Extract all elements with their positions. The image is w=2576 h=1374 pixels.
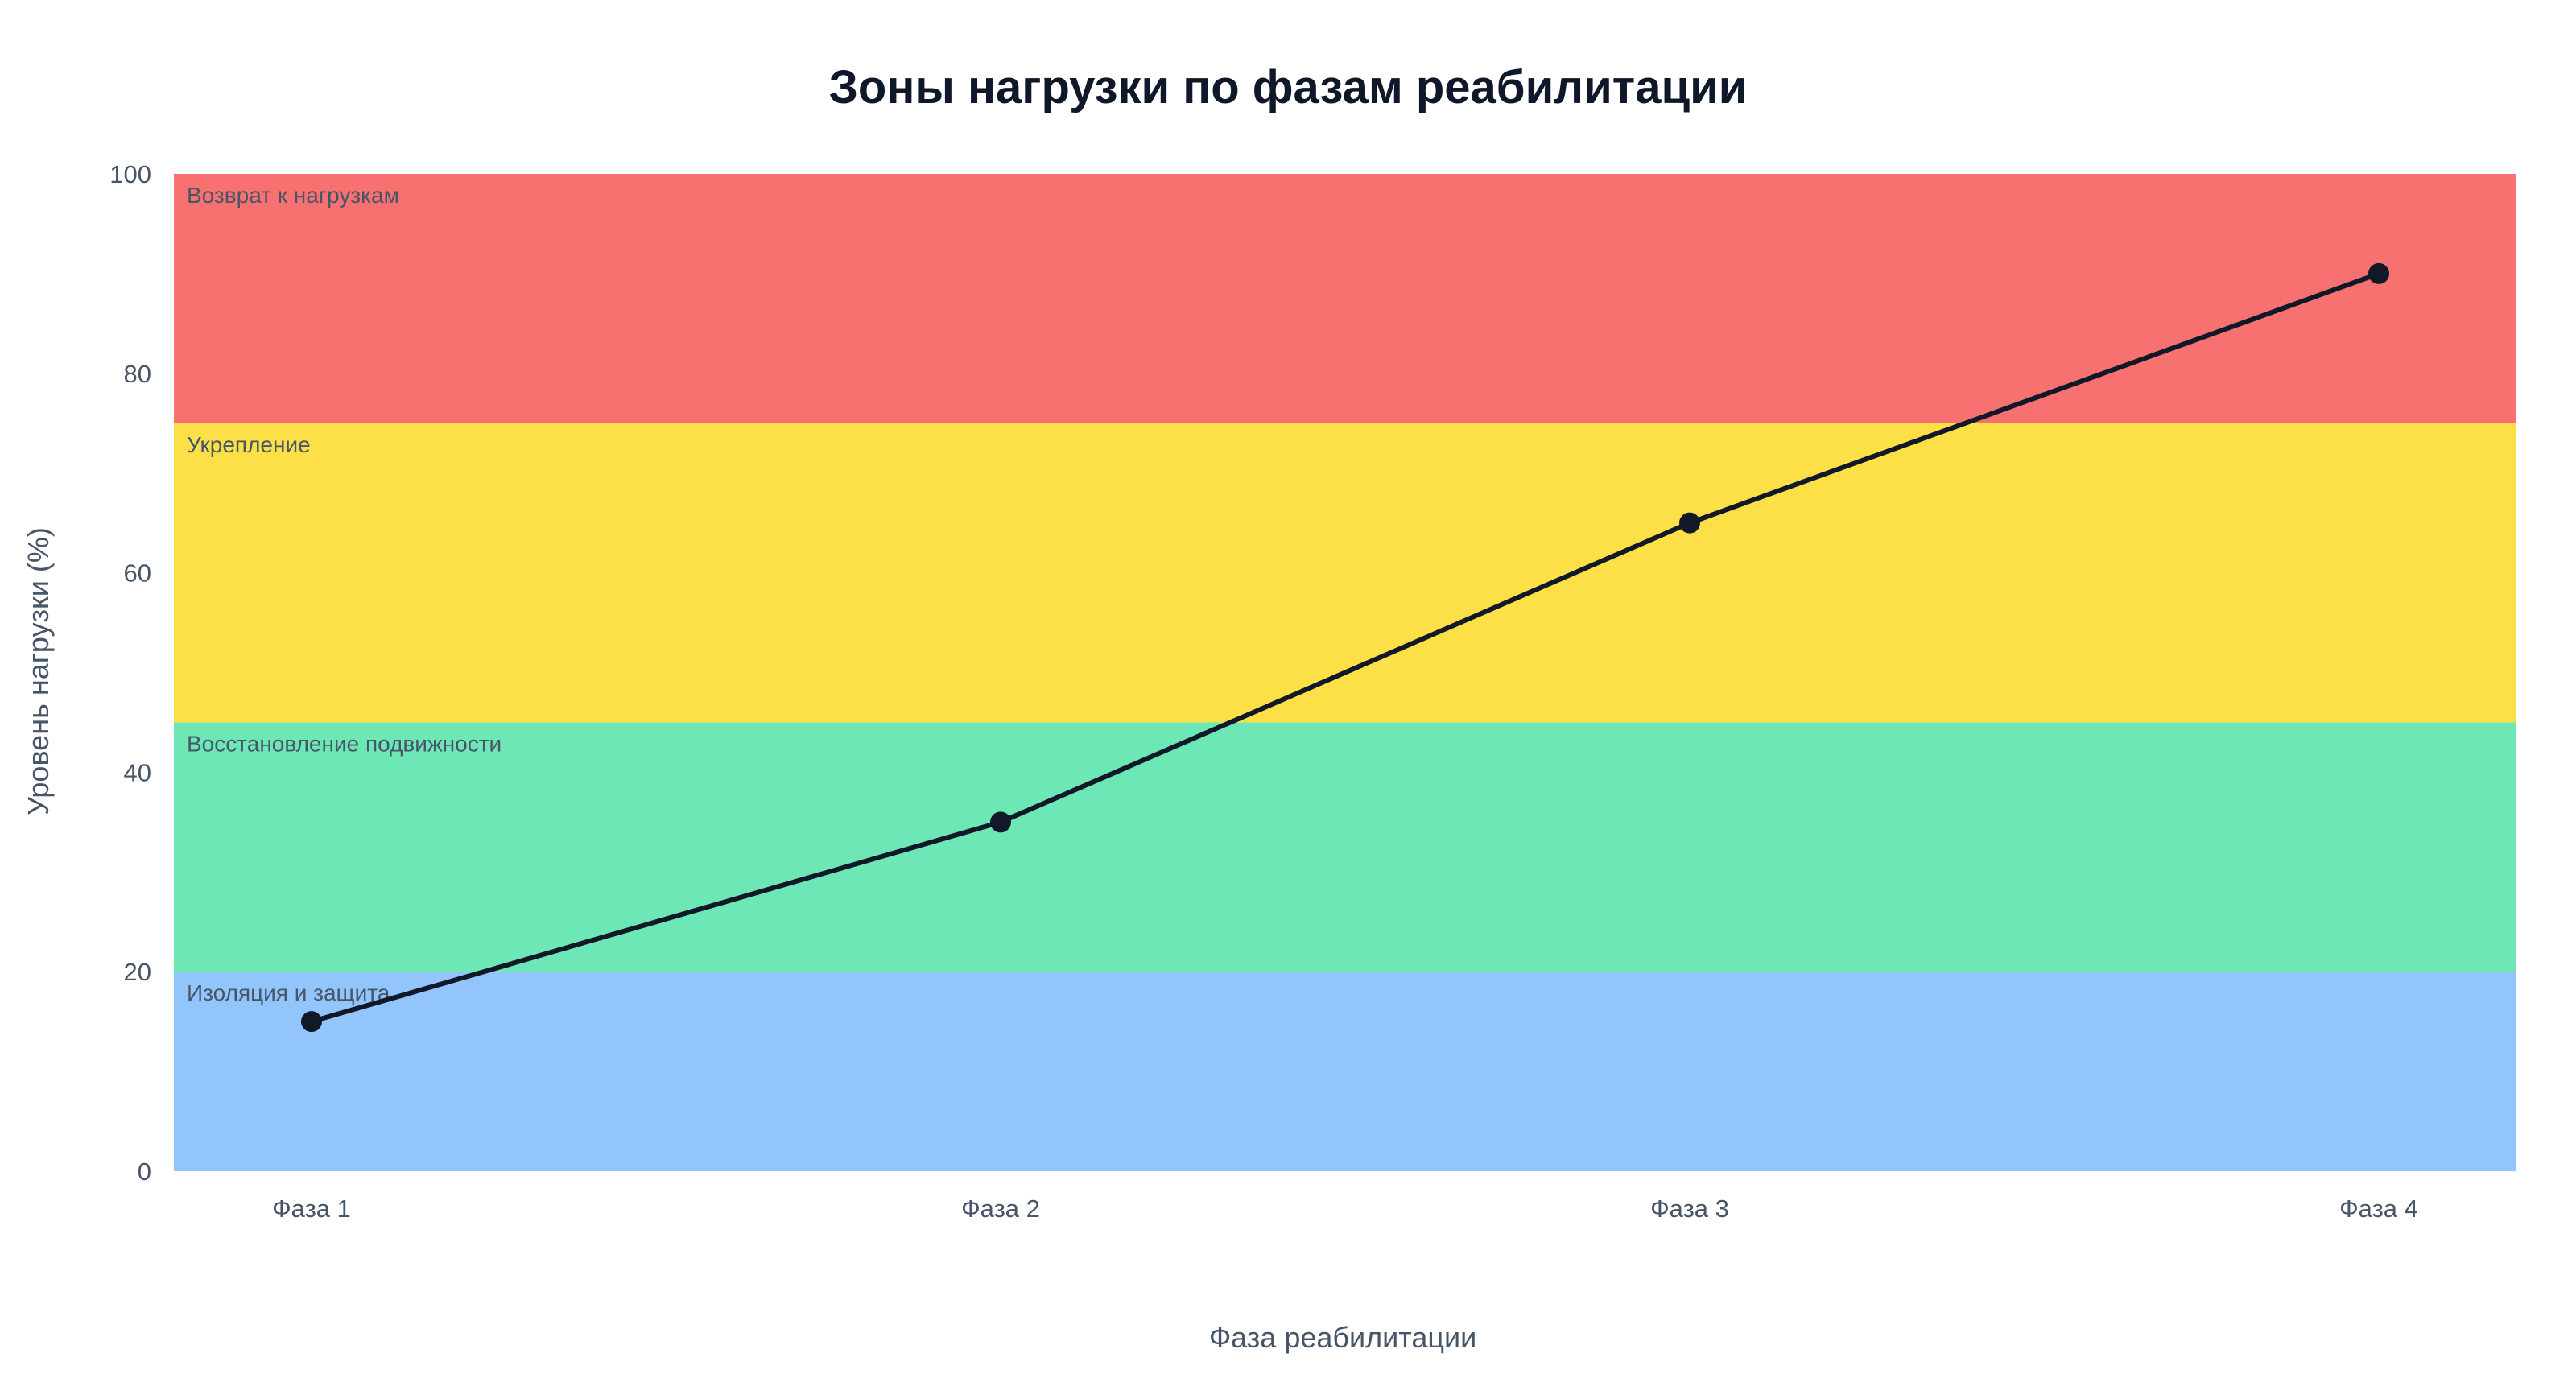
y-tick-label: 20 bbox=[124, 958, 151, 986]
zone-labels: Изоляция и защита Восстановление подвижно… bbox=[187, 183, 502, 1005]
y-tick-label: 60 bbox=[124, 559, 151, 588]
x-axis-title: Фаза реабилитации bbox=[1209, 1321, 1476, 1354]
series-layer bbox=[301, 262, 2389, 1033]
zone-label: Возврат к нагрузкам bbox=[187, 183, 399, 208]
x-tick-label: Фаза 3 bbox=[1650, 1195, 1729, 1223]
data-point bbox=[301, 1011, 322, 1033]
y-tick-label: 80 bbox=[124, 360, 151, 388]
x-axis-ticks: Фаза 1 Фаза 2 Фаза 3 Фаза 4 bbox=[272, 1195, 2418, 1223]
zone-label: Укрепление bbox=[187, 432, 311, 457]
y-tick-label: 0 bbox=[138, 1157, 151, 1186]
y-axis-ticks: 0 20 40 60 80 100 bbox=[109, 160, 151, 1186]
zone-band bbox=[174, 174, 2516, 423]
chart-title: Зоны нагрузки по фазам реабилитации bbox=[829, 61, 1748, 113]
data-point bbox=[2368, 262, 2389, 284]
y-tick-label: 40 bbox=[124, 758, 151, 786]
series-line bbox=[309, 270, 2381, 1025]
y-tick-label: 100 bbox=[109, 160, 151, 188]
data-point bbox=[1679, 512, 1700, 534]
zone-band bbox=[174, 423, 2516, 723]
x-tick-label: Фаза 1 bbox=[272, 1195, 351, 1223]
y-axis-title: Уровень нагрузки (%) bbox=[22, 527, 55, 815]
x-tick-label: Фаза 2 bbox=[961, 1195, 1040, 1223]
zone-label: Изоляция и защита bbox=[187, 980, 390, 1005]
x-tick-label: Фаза 4 bbox=[2339, 1195, 2418, 1223]
zone-band bbox=[174, 722, 2516, 972]
zone-label: Восстановление подвижности bbox=[187, 731, 502, 756]
load-zones bbox=[174, 174, 2516, 1171]
zone-band bbox=[174, 972, 2516, 1171]
data-point bbox=[990, 811, 1011, 833]
